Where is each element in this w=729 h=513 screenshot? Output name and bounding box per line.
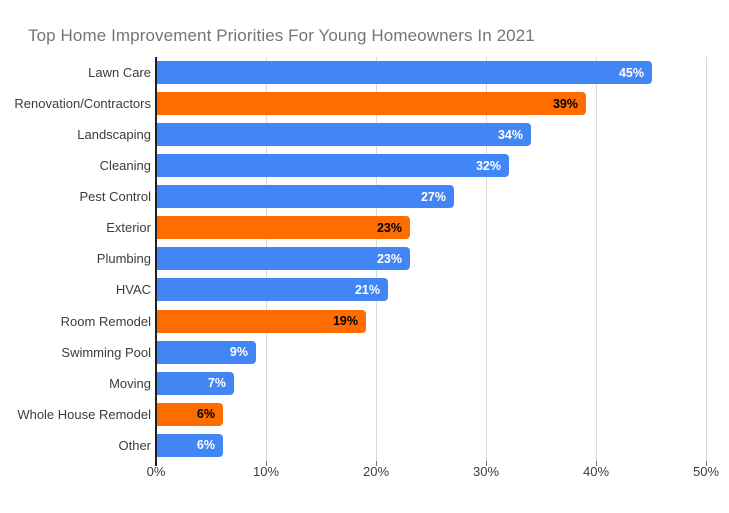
category-label: Moving — [109, 375, 151, 391]
category-label: Lawn Care — [88, 65, 151, 81]
gridline — [486, 57, 487, 461]
bar-row: Renovation/Contractors 39% — [0, 88, 729, 119]
bar: 39% — [157, 92, 586, 116]
bar-value-label: 7% — [207, 376, 226, 391]
category-label: Room Remodel — [60, 313, 151, 329]
bar-value-label: 34% — [497, 127, 523, 142]
bar-value-label: 6% — [196, 438, 215, 453]
x-axis-tick-label: 50% — [692, 464, 720, 479]
bar-row: Pest Control 27% — [0, 181, 729, 212]
bar-value-label: 23% — [376, 251, 402, 266]
x-axis-tick-label: 40% — [582, 464, 610, 479]
chart-title: Top Home Improvement Priorities For Youn… — [28, 26, 535, 45]
category-label: Cleaning — [99, 158, 151, 174]
x-axis-tick-label: 20% — [362, 464, 390, 479]
x-axis-tick-mark — [706, 461, 707, 466]
bar-value-label: 21% — [354, 282, 380, 297]
gridline — [596, 57, 597, 461]
bar: 6% — [157, 402, 223, 426]
bar-row: HVAC 21% — [0, 274, 729, 305]
category-label: Other — [118, 437, 151, 453]
bar-value-label: 45% — [618, 65, 644, 80]
category-label: Renovation/Contractors — [14, 96, 151, 112]
bar: 23% — [157, 216, 410, 240]
bar-value-label: 9% — [229, 345, 248, 360]
x-axis-tick-mark — [486, 461, 487, 466]
x-axis-tick-mark — [376, 461, 377, 466]
bar: 6% — [157, 433, 223, 457]
bar-row: Exterior 23% — [0, 212, 729, 243]
bar: 19% — [157, 309, 366, 333]
bar-value-label: 6% — [196, 407, 215, 422]
y-axis-line — [155, 57, 157, 466]
x-axis-tick-label: 0% — [146, 464, 166, 479]
category-label: Landscaping — [77, 127, 151, 143]
bar: 7% — [157, 371, 234, 395]
category-label: Exterior — [106, 220, 151, 236]
x-axis-tick-label: 10% — [252, 464, 280, 479]
bar: 23% — [157, 247, 410, 271]
bar-value-label: 32% — [475, 158, 501, 173]
bar: 32% — [157, 154, 509, 178]
bar-value-label: 39% — [552, 96, 578, 111]
category-label: Whole House Remodel — [17, 406, 151, 422]
category-label: HVAC — [115, 282, 151, 298]
bar: 45% — [157, 61, 652, 85]
bar-row: Plumbing 23% — [0, 243, 729, 274]
bar-value-label: 27% — [420, 189, 446, 204]
bar-row: Landscaping 34% — [0, 119, 729, 150]
bar-row: Room Remodel 19% — [0, 306, 729, 337]
bar-row: Lawn Care 45% — [0, 57, 729, 88]
bar-value-label: 19% — [332, 314, 358, 329]
bar-row: Whole House Remodel 6% — [0, 399, 729, 430]
bar-row: Cleaning 32% — [0, 150, 729, 181]
bar: 21% — [157, 278, 388, 302]
bar: 27% — [157, 185, 454, 209]
category-label: Pest Control — [79, 189, 151, 205]
bar-row: Other 6% — [0, 430, 729, 461]
x-axis-tick-label: 30% — [472, 464, 500, 479]
bar-row: Moving 7% — [0, 368, 729, 399]
gridline — [706, 57, 707, 461]
bar: 34% — [157, 123, 531, 147]
x-axis-tick-mark — [596, 461, 597, 466]
category-label: Plumbing — [96, 251, 151, 267]
bar-row: Swimming Pool 9% — [0, 337, 729, 368]
x-axis-tick-mark — [266, 461, 267, 466]
bar-value-label: 23% — [376, 220, 402, 235]
bar: 9% — [157, 340, 256, 364]
category-label: Swimming Pool — [61, 344, 151, 360]
bar-rows: Lawn Care 45% Renovation/Contractors 39%… — [0, 57, 729, 461]
